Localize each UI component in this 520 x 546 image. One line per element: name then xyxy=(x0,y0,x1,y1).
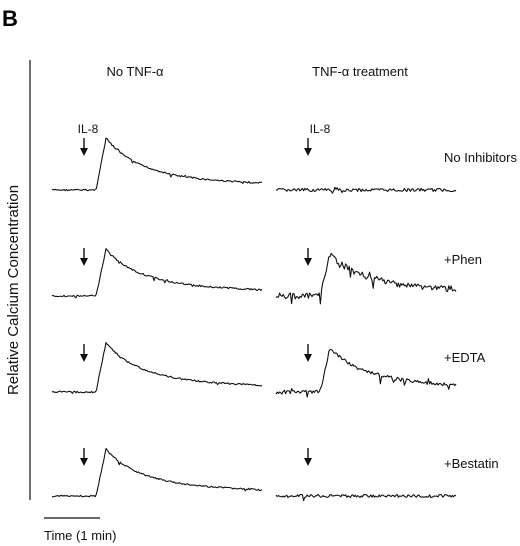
trace-tnf-row3 xyxy=(275,348,457,398)
trace-tnf-row1 xyxy=(275,186,457,194)
row-label-edta: +EDTA xyxy=(444,350,486,365)
traces-group xyxy=(51,137,457,502)
panel-letter: B xyxy=(2,6,18,31)
stimulus-arrowhead-no_tnf-row4 xyxy=(80,458,88,466)
trace-tnf-row4 xyxy=(275,493,457,502)
trace-no_tnf-row2 xyxy=(51,248,263,299)
column-title-no-tnf: No TNF-α xyxy=(106,64,164,79)
stimulus-arrowhead-tnf-row3 xyxy=(304,354,312,362)
row-label-bestatin: +Bestatin xyxy=(444,456,499,471)
stimulus-arrowhead-tnf-row1 xyxy=(304,148,312,156)
stimulus-arrowhead-no_tnf-row3 xyxy=(80,354,88,362)
time-scale-label: Time (1 min) xyxy=(44,528,116,543)
stimulus-arrowhead-no_tnf-row1 xyxy=(80,148,88,156)
arrows-group xyxy=(80,138,312,466)
stimulus-arrowhead-tnf-row2 xyxy=(304,258,312,266)
stimulus-arrowhead-no_tnf-row2 xyxy=(80,258,88,266)
y-axis-label: Relative Calcium Concentration xyxy=(5,185,22,395)
column-title-tnf: TNF-α treatment xyxy=(312,64,408,79)
trace-no_tnf-row3 xyxy=(51,341,263,394)
trace-no_tnf-row4 xyxy=(51,447,263,498)
row-label-phen: +Phen xyxy=(444,252,482,267)
row-label-no-inhibitors: No Inhibitors xyxy=(444,150,517,165)
stimulus-arrowhead-tnf-row4 xyxy=(304,458,312,466)
trace-tnf-row2 xyxy=(275,252,457,305)
il8-label-left: IL-8 xyxy=(78,122,99,136)
il8-label-right: IL-8 xyxy=(310,122,331,136)
trace-no_tnf-row1 xyxy=(51,137,263,192)
